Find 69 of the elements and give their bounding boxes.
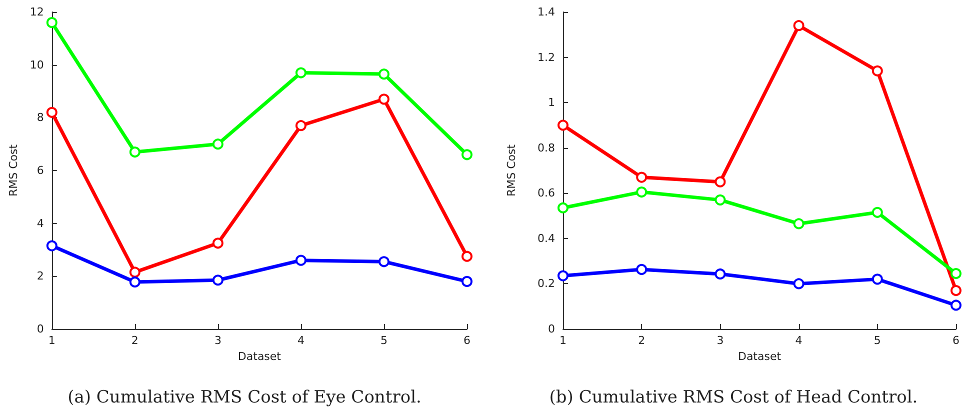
y-tick-label: 1.2: [538, 50, 555, 64]
y-tick-label: 1: [548, 96, 555, 110]
point: [636, 172, 648, 183]
y-tick-label: 10: [30, 58, 44, 72]
point: [295, 67, 306, 78]
point: [378, 68, 390, 80]
x-tick-label: 2: [131, 334, 138, 347]
x-tick-label: 4: [297, 334, 304, 347]
point: [558, 202, 568, 214]
point: [636, 186, 648, 198]
x-tick-label: 1: [48, 334, 56, 347]
point: [714, 176, 726, 188]
point: [378, 94, 390, 105]
x-tick-label: 5: [380, 334, 388, 347]
point: [950, 268, 962, 280]
point: [558, 270, 568, 282]
point: [872, 65, 883, 76]
point: [793, 218, 804, 230]
point: [950, 300, 962, 311]
point: [462, 276, 472, 287]
y-tick-label: 0.8: [538, 141, 555, 154]
x-axis-title: Dataset: [738, 350, 782, 363]
point: [295, 254, 306, 266]
x-tick-label: 3: [214, 334, 222, 347]
point: [129, 266, 140, 278]
point: [636, 264, 648, 275]
y-tick-label: 0.6: [538, 186, 555, 200]
y-tick-label: 4: [36, 216, 44, 230]
y-tick-label: 0.2: [538, 277, 555, 290]
text: (a) Cumulative RMS Cost of Eye Control.: [68, 388, 422, 408]
point: [872, 206, 883, 218]
point: [793, 20, 804, 32]
y-tick-label: 6: [36, 164, 44, 177]
y-axis-title: RMS Cost: [505, 144, 518, 197]
x-tick-label: 5: [874, 334, 881, 347]
x-tick-label: 3: [716, 334, 724, 347]
y-tick-label: 0: [36, 322, 44, 336]
point: [793, 278, 804, 290]
text: (b) Cumulative RMS Cost of Head Control.: [549, 388, 918, 408]
point: [212, 274, 224, 286]
point: [46, 17, 58, 28]
y-tick-label: 0.4: [538, 232, 555, 245]
x-tick-label: 1: [560, 334, 566, 347]
point: [212, 238, 224, 249]
point: [950, 285, 962, 296]
point: [714, 268, 726, 280]
point: [212, 138, 224, 150]
point: [129, 276, 140, 288]
x-tick-label: 2: [638, 334, 646, 347]
x-tick-label: 4: [795, 334, 802, 347]
point: [462, 250, 472, 262]
point: [558, 120, 568, 131]
y-axis-title: RMS Cost: [7, 144, 20, 197]
y-tick-label: 12: [30, 6, 44, 18]
y-tick-label: 0: [548, 322, 555, 336]
point: [872, 274, 883, 285]
x-tick-label: 6: [952, 334, 960, 347]
point: [462, 149, 472, 160]
x-tick-label: 6: [464, 334, 470, 347]
point: [714, 194, 726, 206]
point: [378, 256, 390, 268]
y-tick-label: 8: [36, 111, 44, 124]
point: [46, 106, 58, 118]
point: [129, 146, 140, 158]
y-tick-label: 2: [36, 270, 44, 283]
point: [295, 120, 306, 132]
point: [46, 240, 58, 252]
x-axis-title: Dataset: [238, 350, 282, 363]
y-tick-label: 1.4: [538, 6, 555, 18]
